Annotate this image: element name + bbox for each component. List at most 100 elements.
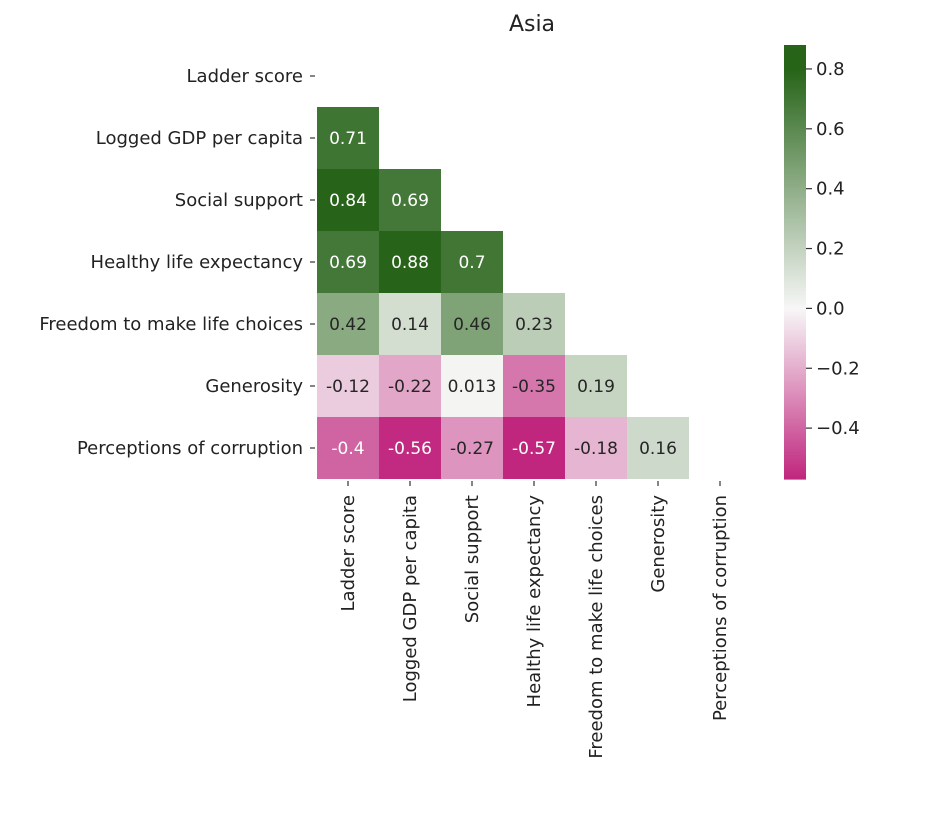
colorbar-segment <box>784 452 806 456</box>
colorbar-tick-label: 0.2 <box>816 239 845 260</box>
cell-value-label: 0.46 <box>453 315 491 335</box>
colorbar-segment <box>784 49 806 53</box>
colorbar-segment <box>784 337 806 341</box>
colorbar-segment <box>784 60 806 63</box>
colorbar-segment <box>784 431 806 435</box>
cell-value-label: 0.19 <box>577 377 615 397</box>
colorbar-segment <box>784 222 806 226</box>
colorbar-segment <box>784 140 806 144</box>
colorbar-segment <box>784 465 806 469</box>
colorbar-segment <box>784 136 806 139</box>
x-tick-label: Social support <box>462 495 483 623</box>
colorbar-segment <box>784 307 806 311</box>
colorbar-segment <box>784 92 806 96</box>
colorbar-segment <box>784 437 806 441</box>
colorbar-segment <box>784 255 806 259</box>
colorbar-segment <box>784 372 806 376</box>
colorbar-segment <box>784 162 806 165</box>
colorbar-segment <box>784 133 806 137</box>
colorbar-segment <box>784 350 806 354</box>
colorbar-segment <box>784 435 806 439</box>
colorbar-segment <box>784 344 806 348</box>
cell-value-label: -0.35 <box>512 377 556 397</box>
colorbar-tick-label: −0.4 <box>816 418 860 439</box>
x-tick-label: Ladder score <box>338 495 359 611</box>
colorbar-segment <box>784 151 806 155</box>
colorbar-tick-label: 0.0 <box>816 298 845 319</box>
colorbar-segment <box>784 327 806 330</box>
colorbar-segment <box>784 55 806 59</box>
colorbar-segment <box>784 88 806 92</box>
heatmap-cell <box>441 417 503 479</box>
colorbar-segment <box>784 418 806 422</box>
cell-value-label: -0.22 <box>388 377 432 397</box>
colorbar-segment <box>784 53 806 57</box>
colorbar-segment <box>784 194 806 198</box>
colorbar-segment <box>784 166 806 170</box>
colorbar-segment <box>784 470 806 474</box>
colorbar-segment <box>784 461 806 465</box>
colorbar-segment <box>784 209 806 213</box>
colorbar-segment <box>784 331 806 335</box>
colorbar-segment <box>784 385 806 389</box>
colorbar-segment <box>784 316 806 320</box>
colorbar-segment <box>784 424 806 428</box>
y-tick-label: Freedom to make life choices <box>39 314 303 335</box>
colorbar-segment <box>784 298 806 302</box>
colorbar-segment <box>784 120 806 124</box>
cell-value-label: 0.23 <box>515 315 553 335</box>
cell-value-label: 0.42 <box>329 315 367 335</box>
colorbar-segment <box>784 142 806 146</box>
colorbar-segment <box>784 66 806 70</box>
heatmap-cell <box>317 293 379 355</box>
heatmap-cell <box>627 417 689 479</box>
colorbar-segment <box>784 450 806 454</box>
colorbar-segment <box>784 314 806 317</box>
cell-value-label: 0.7 <box>458 253 485 273</box>
colorbar-segment <box>784 238 806 241</box>
colorbar-segment <box>784 285 806 289</box>
colorbar-segment <box>784 201 806 205</box>
colorbar-segment <box>784 227 806 231</box>
colorbar-segment <box>784 311 806 315</box>
colorbar-segment <box>784 81 806 85</box>
colorbar-segment <box>784 173 806 176</box>
y-tick-label: Healthy life expectancy <box>91 252 304 273</box>
heatmap-cell <box>565 355 627 417</box>
colorbar-segment <box>784 377 806 380</box>
y-tick-label: Logged GDP per capita <box>96 128 303 149</box>
colorbar-segment <box>784 405 806 408</box>
colorbar-segment <box>784 112 806 116</box>
heatmap-cell-labels: 0.71 0.84 0.69 0.69 0.88 0.7 0.42 0.14 0.46 0.23 -… <box>326 129 677 459</box>
colorbar-segment <box>784 192 806 196</box>
colorbar-segment <box>784 127 806 131</box>
colorbar-segment <box>784 439 806 443</box>
colorbar-segment <box>784 340 806 343</box>
colorbar-segment <box>784 303 806 306</box>
colorbar-segment <box>784 155 806 159</box>
colorbar-segment <box>784 296 806 300</box>
colorbar-segment <box>784 246 806 250</box>
chart-title: Asia <box>509 12 555 37</box>
cell-value-label: -0.57 <box>512 439 556 459</box>
heatmap-cell <box>317 417 379 479</box>
colorbar: 0.8 0.6 0.4 0.2 0.0 −0.2 −0.4 <box>784 45 860 480</box>
colorbar-segment <box>784 433 806 437</box>
colorbar-segment <box>784 448 806 452</box>
colorbar-segment <box>784 268 806 272</box>
colorbar-segment <box>784 318 806 322</box>
colorbar-segment <box>784 212 806 215</box>
colorbar-segment <box>784 474 806 478</box>
colorbar-segment <box>784 123 806 126</box>
colorbar-segment <box>784 366 806 369</box>
colorbar-segment <box>784 394 806 398</box>
colorbar-segment <box>784 45 806 48</box>
colorbar-segment <box>784 168 806 172</box>
colorbar-segment <box>784 118 806 122</box>
colorbar-segment <box>784 472 806 476</box>
colorbar-segment <box>784 205 806 209</box>
colorbar-segment <box>784 398 806 402</box>
colorbar-segment <box>784 164 806 168</box>
colorbar-segment <box>784 357 806 361</box>
colorbar-segment <box>784 305 806 309</box>
